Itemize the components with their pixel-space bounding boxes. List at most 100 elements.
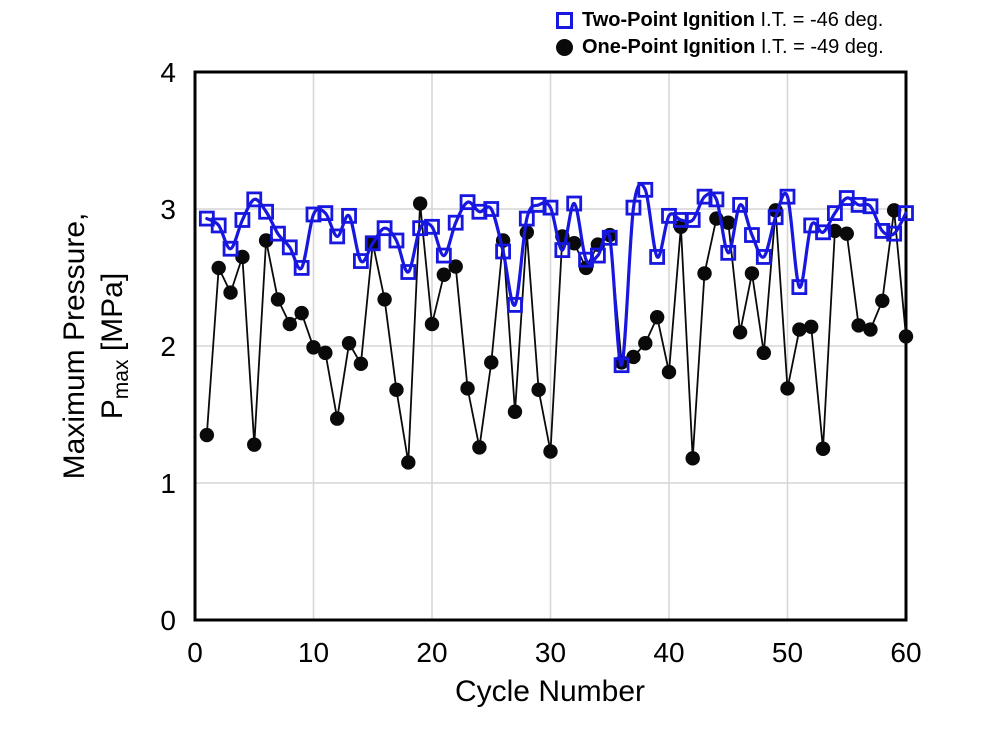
data-point-two-point-ignition-17 [388,232,405,249]
data-point-two-point-ignition-22 [447,214,464,231]
data-point-two-point-ignition-16 [376,220,393,237]
legend-label-two-point: Two-Point Ignition I.T. = -46 deg. [582,9,883,32]
data-point-two-point-ignition-30 [542,199,559,216]
data-point-one-point-ignition-59 [886,203,902,218]
data-point-one-point-ignition-6 [258,233,274,248]
data-point-one-point-ignition-12 [330,411,345,426]
data-point-two-point-ignition-42 [684,212,701,228]
data-point-one-point-ignition-60 [898,329,914,344]
data-point-two-point-ignition-54 [827,205,843,222]
data-point-one-point-ignition-47 [744,266,760,281]
data-point-one-point-ignition-30 [543,444,558,459]
data-point-two-point-ignition-23 [459,194,476,211]
data-point-one-point-ignition-27 [507,404,523,419]
data-point-two-point-ignition-5 [246,191,263,208]
data-point-two-point-ignition-3 [222,240,239,257]
data-point-one-point-ignition-48 [756,345,771,361]
open-square-marker-icon [556,11,573,29]
data-point-one-point-ignition-10 [306,340,321,355]
data-point-two-point-ignition-31 [554,242,571,259]
data-point-two-point-ignition-36 [613,357,630,374]
data-point-one-point-ignition-45 [721,215,736,230]
data-point-two-point-ignition-4 [234,212,251,228]
y-axis-label-line1: Maximum Pressure, [58,213,91,480]
data-point-one-point-ignition-58 [875,293,890,308]
data-point-one-point-ignition-13 [341,336,357,351]
y-tick-label-3: 3 [160,194,176,225]
data-point-one-point-ignition-23 [460,381,475,396]
data-point-two-point-ignition-14 [352,253,369,269]
data-point-one-point-ignition-21 [436,267,452,282]
data-point-one-point-ignition-53 [815,441,831,456]
data-point-one-point-ignition-43 [697,266,712,281]
data-point-two-point-ignition-34 [590,247,606,264]
data-point-one-point-ignition-1 [199,427,215,443]
data-point-one-point-ignition-55 [839,226,854,241]
data-point-two-point-ignition-18 [400,264,417,280]
data-point-one-point-ignition-39 [649,310,665,325]
data-point-two-point-ignition-26 [495,243,512,260]
data-point-two-point-ignition-8 [281,239,298,256]
data-point-two-point-ignition-15 [364,235,381,252]
data-point-two-point-ignition-12 [329,228,346,245]
data-point-one-point-ignition-50 [780,381,795,396]
data-point-one-point-ignition-2 [211,260,226,276]
data-point-two-point-ignition-9 [293,260,310,276]
data-point-one-point-ignition-37 [626,349,641,365]
data-point-two-point-ignition-59 [886,225,903,242]
data-point-two-point-ignition-25 [483,201,500,217]
data-point-two-point-ignition-37 [625,199,642,216]
tick-label-layer: 0 10 20 30 40 50 60 0 1 2 3 4 [160,57,921,668]
data-point-one-point-ignition-40 [661,364,677,380]
data-point-two-point-ignition-53 [815,224,831,241]
series-layer [198,181,914,470]
data-point-one-point-ignition-7 [270,292,286,307]
plot-frame [193,70,908,622]
data-point-two-point-ignition-11 [317,205,334,222]
data-point-two-point-ignition-57 [862,198,879,215]
data-point-two-point-ignition-45 [720,244,737,261]
data-point-two-point-ignition-50 [779,188,796,205]
data-point-two-point-ignition-13 [341,207,357,224]
series-two-point-ignition [198,181,914,374]
y-axis-label-subscript: max [110,359,133,399]
data-point-one-point-ignition-18 [401,455,416,470]
data-point-one-point-ignition-54 [827,223,843,239]
legend-label-two-point-detail: I.T. = -46 deg. [754,8,884,31]
y-axis-label-line2: Pmax [MPa] [96,273,133,419]
data-point-one-point-ignition-8 [282,316,297,332]
data-point-one-point-ignition-14 [353,356,369,372]
data-point-one-point-ignition-17 [389,382,404,398]
data-point-two-point-ignition-38 [637,181,654,198]
y-axis-label-units: [MPa] [96,273,129,360]
data-point-one-point-ignition-56 [851,318,866,333]
legend-label-one-point-name: One-Point Ignition [582,35,756,58]
legend-row-one-point: One-Point Ignition I.T. = -49 deg. [556,35,884,59]
legend-label-one-point: One-Point Ignition I.T. = -49 deg. [582,36,884,59]
legend: Two-Point Ignition I.T. = -46 deg. One-P… [556,8,884,59]
data-point-two-point-ignition-32 [566,195,583,212]
data-point-one-point-ignition-46 [732,325,748,340]
data-point-one-point-ignition-9 [294,305,309,321]
data-point-two-point-ignition-20 [424,218,440,235]
x-tick-label-10: 10 [298,637,329,668]
data-point-one-point-ignition-5 [247,437,262,452]
data-point-two-point-ignition-39 [649,249,666,265]
data-point-two-point-ignition-27 [507,296,523,313]
grid-layer [195,72,906,620]
data-point-two-point-ignition-46 [732,196,748,213]
data-point-one-point-ignition-4 [235,249,250,265]
data-point-one-point-ignition-3 [223,285,238,300]
legend-label-two-point-name: Two-Point Ignition [582,8,755,31]
data-point-one-point-ignition-42 [685,451,700,466]
filled-circle-marker-icon [556,38,573,56]
data-point-two-point-ignition-47 [744,227,760,243]
x-tick-label-60: 60 [890,637,921,668]
data-point-two-point-ignition-7 [270,225,286,242]
y-tick-label-4: 4 [160,57,176,88]
data-point-one-point-ignition-11 [318,345,333,361]
y-tick-label-0: 0 [160,605,176,636]
data-point-two-point-ignition-35 [601,229,618,246]
data-point-two-point-ignition-51 [791,279,808,295]
